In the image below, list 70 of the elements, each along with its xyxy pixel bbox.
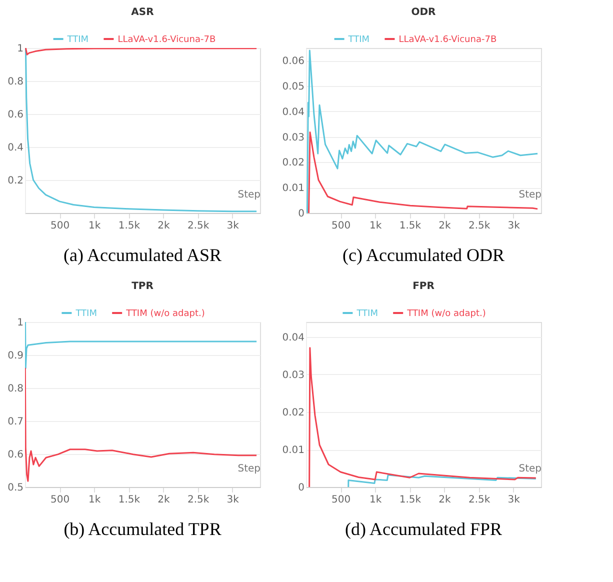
x-tick-label: 2k [158, 220, 170, 232]
text: (c) Accumulated ODR [342, 245, 504, 265]
x-tick-label: 1k [370, 220, 382, 232]
y-tick-label: 0.9 [8, 350, 24, 362]
y-tick-label: 0.01 [282, 445, 304, 456]
x-tick-label: 1k [370, 494, 382, 506]
legend-label: LLaVA-v1.6-Vicuna-7B [398, 35, 497, 45]
y-tick-label: 1 [17, 44, 24, 54]
y-tick-label: 0.8 [8, 384, 24, 394]
line-series [25, 322, 258, 369]
x-tick-label: 3k [508, 220, 520, 232]
x-tick-label: 2.5k [187, 494, 210, 506]
legend-label: TTIM (w/o adapt.) [406, 309, 486, 319]
x-tick-label: 3k [226, 494, 240, 506]
y-tick-label: 0.03 [282, 370, 304, 381]
y-tick-label: 0.02 [282, 408, 304, 418]
x-tick-label: 3k [508, 494, 520, 506]
legend-label: TTIM [74, 309, 97, 319]
y-tick-label: 0.05 [282, 82, 304, 93]
chart-title: TPR [132, 281, 154, 292]
x-tick-label: 500 [332, 220, 351, 232]
y-tick-label: 0.01 [282, 183, 304, 194]
y-tick-label: 0.04 [282, 332, 304, 344]
x-tick-label: 2.5k [468, 494, 490, 506]
y-tick-label: 0.03 [282, 132, 304, 144]
y-tick-label: 0.5 [8, 482, 24, 494]
x-tick-label: 1.5k [399, 220, 422, 232]
chart-title: ODR [411, 7, 436, 18]
y-tick-label: 0.02 [282, 158, 304, 169]
x-tick-label: 500 [332, 494, 351, 506]
x-tick-label: 3k [226, 220, 240, 232]
line-series [348, 474, 537, 487]
x-axis-title: Step [238, 464, 260, 474]
x-tick-label: 1.5k [118, 220, 140, 232]
text: (b) Accumulated TPR [64, 519, 222, 539]
legend-label: TTIM (w/o adapt.) [125, 309, 205, 319]
y-tick-label: 0.6 [8, 110, 24, 120]
y-tick-label: 0 [298, 482, 304, 494]
x-tick-label: 1.5k [118, 494, 140, 506]
y-tick-label: 0.6 [8, 450, 24, 460]
line-series [25, 48, 258, 56]
y-tick-label: 0 [298, 208, 304, 220]
y-tick-label: 0.06 [282, 56, 304, 68]
text: (d) Accumulated FPR [345, 519, 502, 539]
y-tick-label: 0.04 [282, 106, 304, 118]
text: (a) Accumulated ASR [64, 245, 222, 265]
x-tick-label: 2.5k [187, 220, 210, 232]
x-tick-label: 2.5k [468, 220, 490, 232]
y-tick-label: 1 [17, 318, 24, 328]
x-tick-label: 2k [158, 494, 170, 506]
x-tick-label: 1k [88, 494, 101, 506]
legend-label: TTIM [347, 35, 370, 45]
y-tick-label: 0.2 [8, 176, 24, 186]
chart-title: ASR [131, 7, 154, 18]
y-tick-label: 0.7 [8, 416, 24, 428]
chart-title: FPR [412, 281, 435, 292]
x-tick-label: 1k [88, 220, 101, 232]
x-tick-label: 2k [438, 220, 452, 232]
x-axis-title: Step [238, 190, 260, 200]
x-tick-label: 1.5k [399, 494, 422, 506]
x-axis-title: Step [518, 464, 542, 474]
legend-label: TTIM [66, 35, 89, 45]
x-axis-title: Step [518, 190, 542, 200]
x-tick-label: 500 [50, 220, 70, 232]
legend-label: LLaVA-v1.6-Vicuna-7B [118, 35, 216, 45]
y-tick-label: 0.8 [8, 76, 24, 88]
y-tick-label: 0.4 [8, 142, 24, 154]
legend-label: TTIM [356, 309, 378, 319]
x-tick-label: 500 [50, 494, 70, 506]
x-tick-label: 2k [438, 494, 452, 506]
